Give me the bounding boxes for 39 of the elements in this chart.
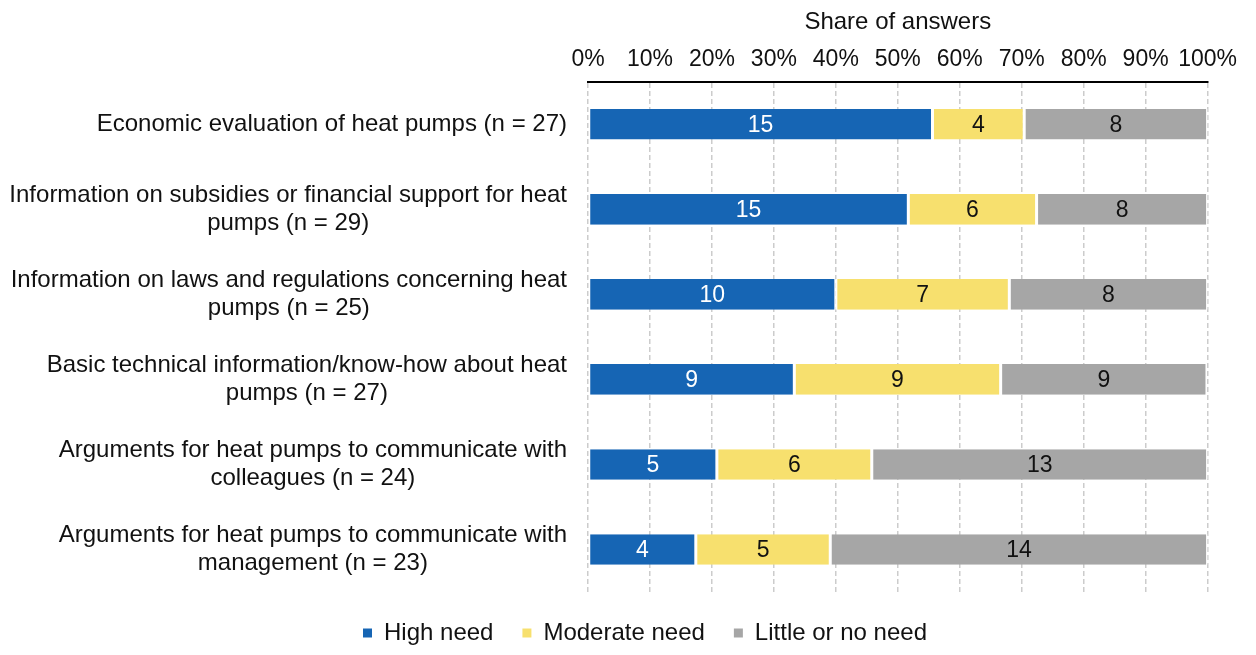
annotation: 6 bbox=[966, 195, 979, 222]
y-tick-label: Arguments for heat pumps to communicate with management (n = 23) bbox=[58, 520, 567, 576]
legend-label: Little or no need bbox=[754, 617, 927, 645]
annotation: 4 bbox=[635, 535, 649, 562]
x-axis-title: Share of answers bbox=[804, 7, 992, 35]
annotation: 5 bbox=[756, 535, 770, 562]
y-tick-label: Economic evaluation of heat pumps (n = 27) bbox=[96, 108, 567, 136]
x-tick-label: 60% bbox=[936, 44, 983, 71]
legend-label: High need bbox=[384, 617, 494, 645]
x-tick-label: 40% bbox=[812, 44, 859, 71]
x-tick-label: 10% bbox=[626, 44, 673, 71]
y-tick-label: Information on subsidies or financial support for heat pumps (n = 29) bbox=[9, 179, 568, 236]
annotation: 7 bbox=[916, 280, 929, 307]
annotation: 9 bbox=[891, 365, 904, 392]
annotation: 15 bbox=[735, 195, 762, 222]
annotation: 9 bbox=[1097, 365, 1111, 392]
annotation: 8 bbox=[1109, 110, 1123, 137]
annotation: 5 bbox=[646, 450, 660, 477]
x-tick-label: 20% bbox=[688, 44, 735, 71]
x-tick-label: 90% bbox=[1122, 44, 1169, 71]
x-tick-label: 0% bbox=[571, 44, 605, 71]
x-tick-label: 70% bbox=[998, 44, 1045, 71]
annotation: 8 bbox=[1102, 280, 1115, 307]
y-tick-label: Information on laws and regulations concerning heat pumps (n = 25) bbox=[10, 264, 568, 321]
annotation: 4 bbox=[971, 110, 985, 137]
legend-label: Moderate need bbox=[543, 617, 705, 645]
x-tick-label: 100% bbox=[1178, 44, 1237, 71]
x-tick-label: 30% bbox=[750, 44, 797, 71]
x-tick-label: 80% bbox=[1060, 44, 1107, 71]
y-tick-label: Basic technical information/know-how about heat pumps (n = 27) bbox=[46, 350, 568, 406]
y-tick-label: Arguments for heat pumps to communicate with colleagues (n = 24) bbox=[58, 435, 567, 491]
annotation: 15 bbox=[747, 110, 774, 137]
annotation: 13 bbox=[1026, 450, 1053, 477]
annotation: 14 bbox=[1006, 535, 1032, 562]
annotation: 10 bbox=[699, 280, 726, 307]
x-tick-label: 50% bbox=[874, 44, 921, 71]
annotation: 6 bbox=[787, 450, 801, 477]
annotation: 8 bbox=[1115, 195, 1129, 222]
annotation: 9 bbox=[685, 365, 698, 392]
